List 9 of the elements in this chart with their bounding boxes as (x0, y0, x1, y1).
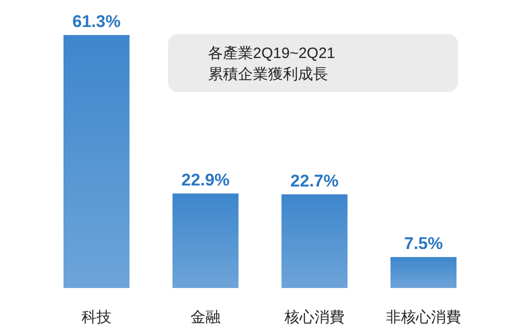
x-tick-label: 金融 (190, 309, 220, 326)
data-label: 7.5% (404, 234, 443, 254)
data-label: 22.7% (290, 171, 339, 190)
x-tick-label: 核心消費 (284, 309, 344, 326)
text: 各產業2Q19~2Q21 累積企業獲利成長 (208, 45, 336, 83)
x-tick-label: 非核心消費 (386, 309, 461, 326)
data-label: 22.9% (181, 170, 230, 190)
data-label: 61.3% (72, 12, 121, 31)
x-tick-label: 科技 (82, 309, 112, 326)
